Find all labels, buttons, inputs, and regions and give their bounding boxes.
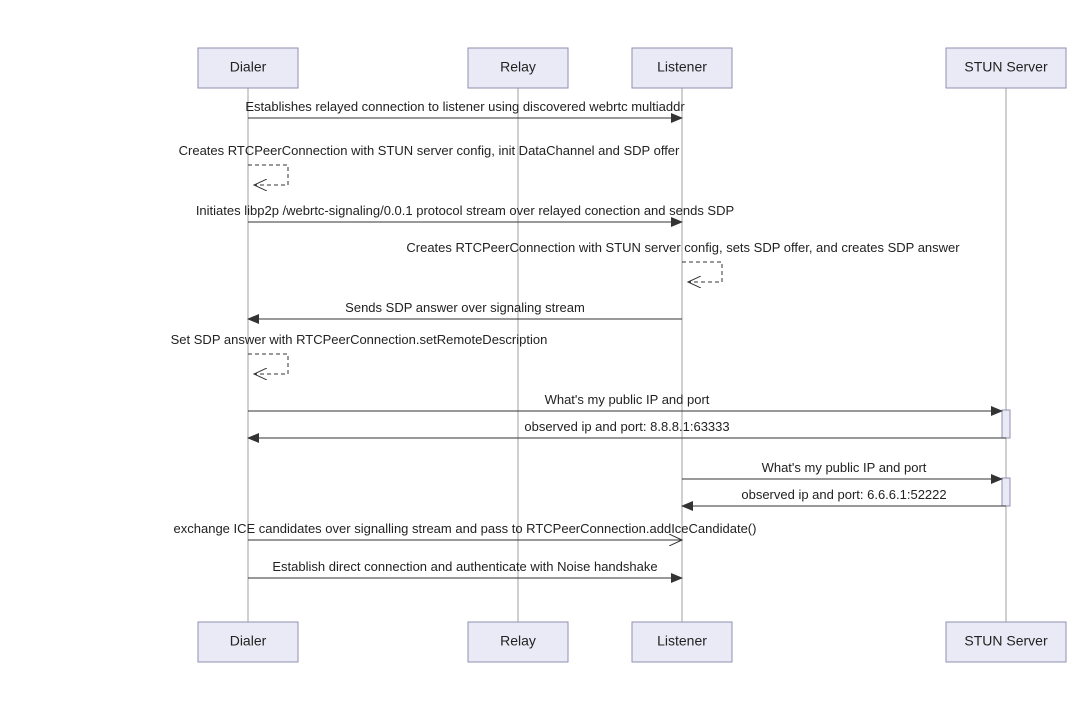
- message-text: What's my public IP and port: [762, 460, 927, 475]
- message-0: Establishes relayed connection to listen…: [245, 99, 685, 118]
- message-text: Creates RTCPeerConnection with STUN serv…: [179, 143, 680, 158]
- message-3: Creates RTCPeerConnection with STUN serv…: [406, 240, 960, 282]
- actor-label: STUN Server: [964, 633, 1048, 649]
- actor-relay: Relay: [468, 48, 568, 88]
- message-text: Set SDP answer with RTCPeerConnection.se…: [171, 332, 548, 347]
- actor-dialer: Dialer: [198, 622, 298, 662]
- message-text: observed ip and port: 6.6.6.1:52222: [741, 487, 946, 502]
- actor-label: Dialer: [230, 633, 267, 649]
- actor-dialer: Dialer: [198, 48, 298, 88]
- message-text: Creates RTCPeerConnection with STUN serv…: [406, 240, 960, 255]
- message-9: observed ip and port: 6.6.6.1:52222: [682, 487, 1006, 506]
- message-1: Creates RTCPeerConnection with STUN serv…: [179, 143, 680, 185]
- actor-label: Listener: [657, 59, 707, 75]
- message-text: What's my public IP and port: [545, 392, 710, 407]
- message-text: Sends SDP answer over signaling stream: [345, 300, 585, 315]
- actor-label: Relay: [500, 633, 536, 649]
- actor-listener: Listener: [632, 48, 732, 88]
- message-5: Set SDP answer with RTCPeerConnection.se…: [171, 332, 548, 374]
- message-2: Initiates libp2p /webrtc-signaling/0.0.1…: [196, 203, 734, 222]
- actor-label: STUN Server: [964, 59, 1048, 75]
- activation: [1002, 410, 1010, 438]
- message-11: Establish direct connection and authenti…: [248, 559, 682, 578]
- actor-stun: STUN Server: [946, 48, 1066, 88]
- message-text: Initiates libp2p /webrtc-signaling/0.0.1…: [196, 203, 734, 218]
- message-text: Establishes relayed connection to listen…: [245, 99, 685, 114]
- actor-listener: Listener: [632, 622, 732, 662]
- actor-label: Listener: [657, 633, 707, 649]
- actor-relay: Relay: [468, 622, 568, 662]
- message-text: observed ip and port: 8.8.8.1:63333: [524, 419, 729, 434]
- actor-label: Relay: [500, 59, 536, 75]
- message-text: exchange ICE candidates over signalling …: [174, 521, 757, 536]
- message-10: exchange ICE candidates over signalling …: [174, 521, 757, 540]
- actor-label: Dialer: [230, 59, 267, 75]
- activation: [1002, 478, 1010, 506]
- actor-stun: STUN Server: [946, 622, 1066, 662]
- sequence-diagram: Dialer Relay Listener STUN Server Dialer Rela…: [0, 0, 1089, 706]
- message-7: observed ip and port: 8.8.8.1:63333: [248, 419, 1006, 438]
- message-text: Establish direct connection and authenti…: [272, 559, 657, 574]
- message-4: Sends SDP answer over signaling stream: [248, 300, 682, 319]
